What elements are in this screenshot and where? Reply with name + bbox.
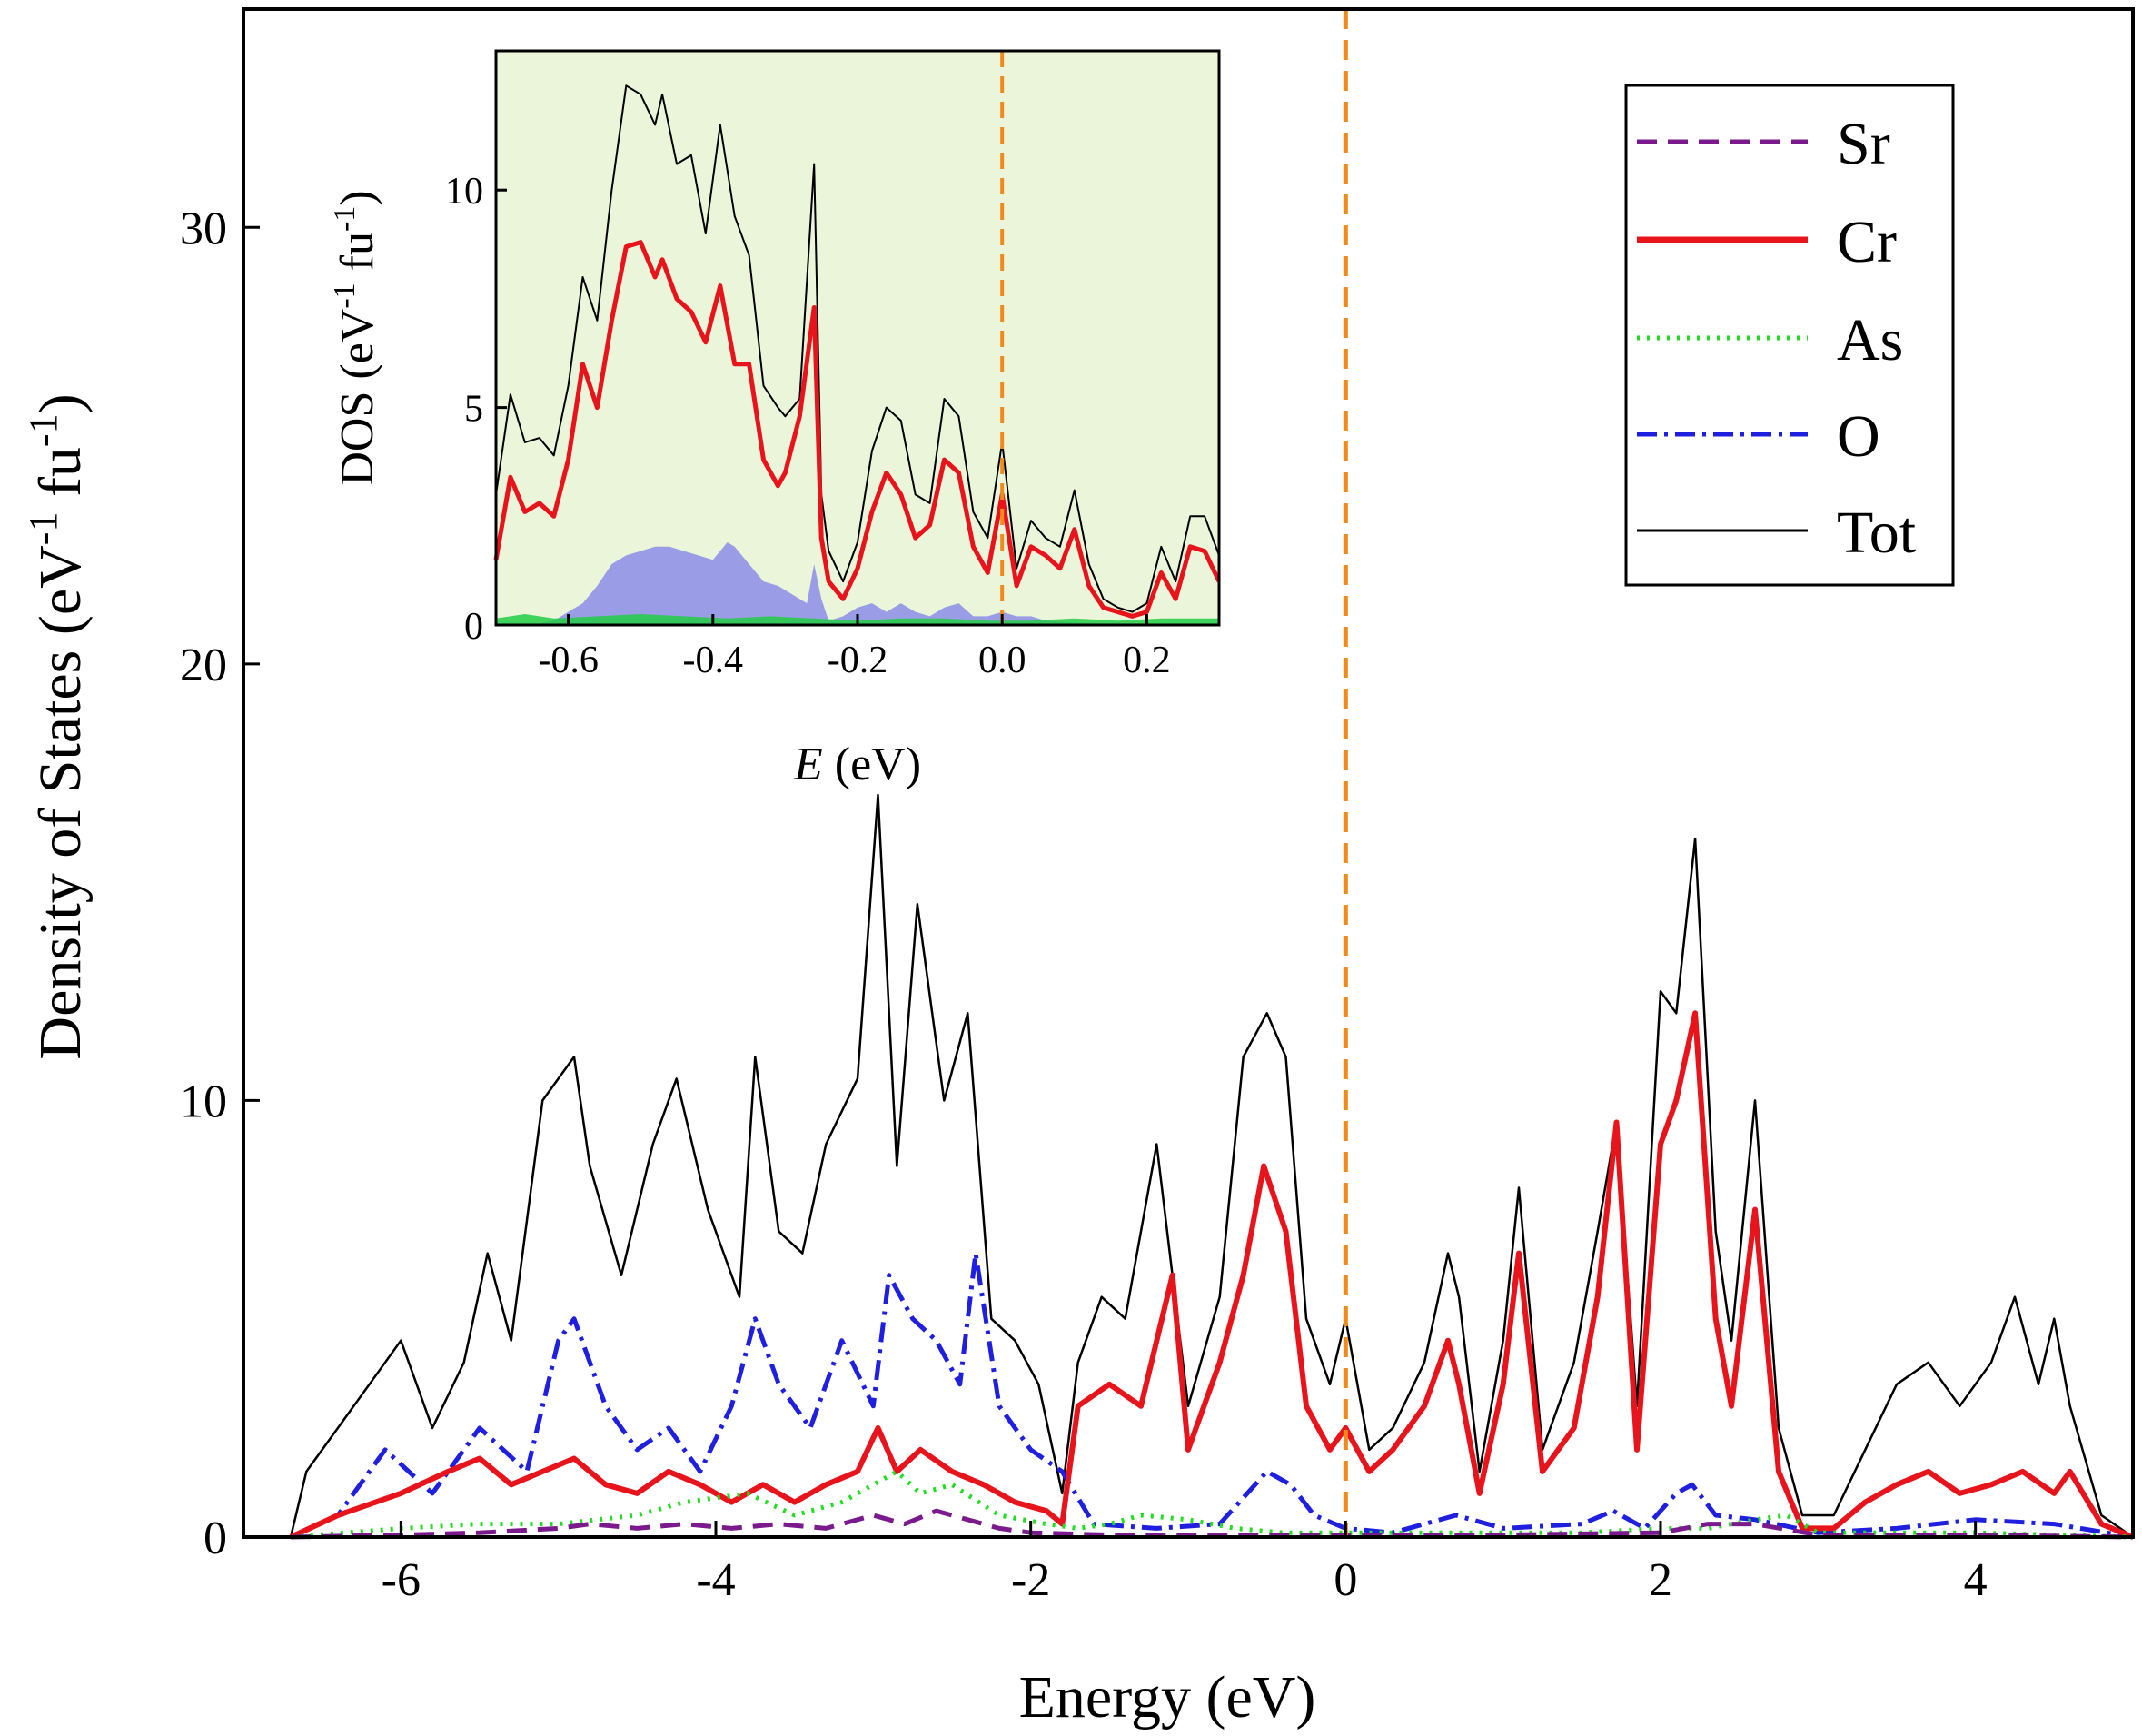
legend-box [1624,84,1955,587]
inset-y-label-sup1: -1 [328,283,362,308]
inset-y-label-part2: fu [332,232,383,283]
legend-label-sr: Sr [1837,111,1890,177]
inset-x-tick-label: -0.4 [683,640,744,681]
legend: Sr Cr As O Tot [1624,84,1955,587]
main-y-label-part1: Density of States (eV [27,545,94,1059]
main-series-o [289,1251,2134,1540]
main-x-tick-label: 0 [1334,1554,1357,1606]
inset-plot-series [493,84,1222,625]
main-y-label-sup1: -1 [21,512,65,546]
inset-background [496,51,1219,625]
main-series-tot [289,793,2134,1539]
inset-series-cr [493,240,1222,619]
main-x-tick-label: 4 [1964,1554,1988,1606]
main-y-tick-label: 30 [180,203,227,254]
main-series-cr [289,1010,2135,1540]
inset-y-tick-label: 10 [445,171,483,213]
inset-y-label-part1: DOS (eV [332,309,383,486]
main-x-tick-label: -4 [696,1554,735,1606]
main-y-axis-label: Density of States (eV-1 fu-1) [21,393,94,1059]
inset-x-tick-label: 0.2 [1123,640,1171,681]
main-series-as [290,1469,2134,1540]
inset-x-label-italic: E [793,739,823,790]
main-y-tick-label: 20 [180,640,227,691]
legend-label-tot: Tot [1837,500,1916,566]
main-plot-frame [242,7,2135,1539]
inset-series-o [496,542,1219,625]
inset-x-label-rest: (eV) [823,739,921,790]
inset-axis-ticks: -0.6 -0.4 -0.2 0.0 0.2 0 5 10 [445,171,1171,681]
main-plot-series [289,793,2135,1540]
inset-y-axis-label: DOS (eV-1 fu-1) [328,190,383,485]
inset-y-label-sup2: -1 [328,206,362,232]
main-y-label-part2: fu [27,447,94,511]
main-x-tick-label: -6 [382,1554,421,1606]
main-y-label-sup2: -1 [21,413,65,447]
main-y-tick-label: 10 [180,1076,227,1127]
main-x-axis-label: Energy (eV) [1019,1664,1316,1731]
main-y-tick-label: 0 [203,1513,227,1564]
legend-label-as: As [1837,307,1903,373]
inset-y-tick-label: 0 [464,606,483,648]
inset-x-tick-label: -0.2 [828,640,888,681]
inset-x-axis-label: E (eV) [793,739,921,790]
inset-series-tot [495,84,1220,613]
legend-label-o: O [1837,403,1880,470]
main-x-tick-label: -2 [1011,1554,1050,1606]
main-y-label-part3: ) [27,393,94,413]
inset-x-tick-label: -0.6 [538,640,599,681]
legend-label-cr: Cr [1837,209,1897,275]
inset-y-tick-label: 5 [464,389,483,431]
main-x-tick-label: 2 [1649,1554,1672,1606]
main-axis-ticks: -6 -4 -2 0 2 4 0 10 20 30 [180,203,1988,1606]
inset-series-as [496,614,1219,625]
inset-y-label-part3: ) [332,190,383,205]
inset-x-tick-label: 0.0 [978,640,1026,681]
